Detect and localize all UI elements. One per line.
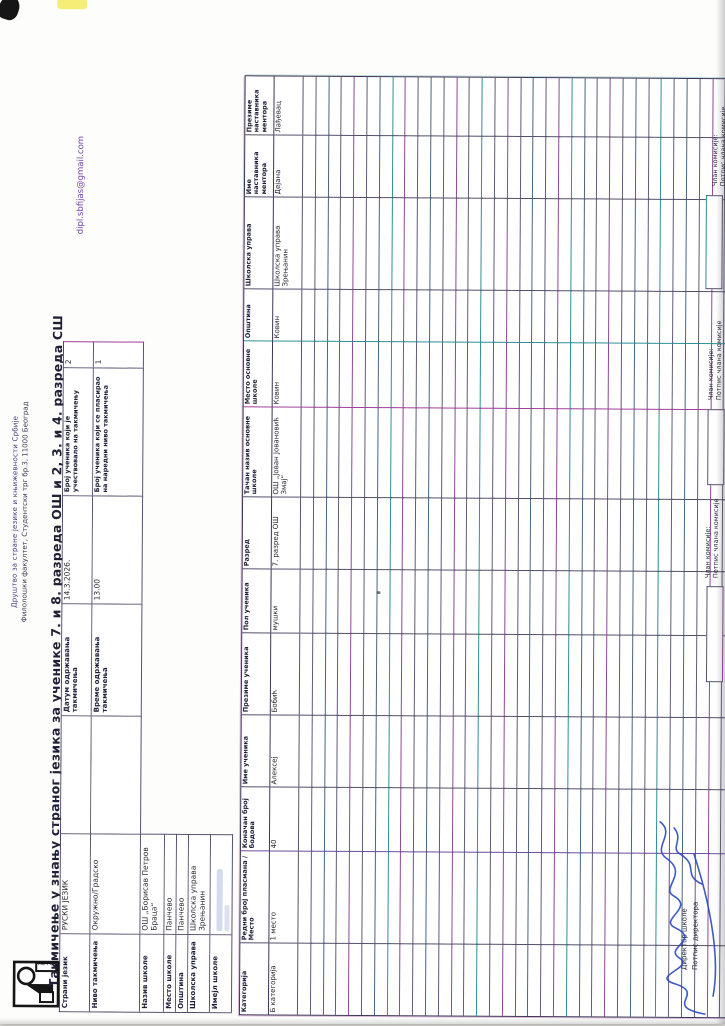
- result-cell: Школска управа Зрењанин: [273, 196, 302, 289]
- col-header: Име ученика: [241, 714, 270, 787]
- info-label: Број ученика који је учествовало на такм…: [63, 367, 94, 496]
- info-value: 1: [93, 341, 145, 368]
- result-cell: ОШ „Јован Јовановић Змај“: [272, 406, 301, 497]
- info-value: Школска управа Зрењанин: [188, 833, 212, 935]
- pen-ink-blob: [0, 0, 23, 23]
- col-header: Разред: [242, 496, 272, 569]
- result-cell: Алексеј: [270, 714, 299, 787]
- faded-email-smear: [224, 905, 230, 932]
- svg-text:АС РС: АС РС: [38, 961, 54, 967]
- highlighter-mark: [57, 0, 88, 10]
- col-header: Коначан број бодова: [240, 786, 270, 851]
- col-header: Презиме ученика: [241, 632, 271, 715]
- col-header: Пол ученика: [242, 568, 271, 633]
- info-label: Општина: [175, 933, 189, 1012]
- result-cell: мушки: [271, 568, 300, 633]
- info-value: Окружно/Градско: [90, 833, 142, 934]
- info-label: Ниво такмичења: [89, 933, 141, 1012]
- result-cell: Б категорија: [268, 942, 298, 1015]
- organization-name: Друштво за стране језике и књижевности С…: [10, 415, 20, 608]
- info-table: Страни језик РУСКИ ЈЕЗИК Датум одржавања…: [58, 341, 237, 1014]
- info-value: Панчево: [164, 833, 178, 934]
- result-cell: Ковин: [273, 288, 302, 341]
- info-empty-cell: [61, 715, 92, 834]
- result-cell: Лађевац: [274, 101, 283, 133]
- result-cell: Ковин: [272, 340, 302, 407]
- page-edge-shadow: [0, 1018, 725, 1024]
- col-header: Школска управа: [244, 196, 273, 289]
- info-value: ОШ „Борисав Петров Браца“: [140, 833, 166, 934]
- result-cell: 7. разред ОШ: [271, 496, 301, 569]
- info-label: Датум одржавања такмичења: [61, 603, 93, 716]
- result-cell: 1 место: [269, 850, 298, 943]
- info-value: 2: [63, 341, 95, 368]
- info-empty-cell: [91, 715, 142, 834]
- info-label: Страни језик: [59, 933, 91, 1012]
- result-cell: Бобић: [270, 632, 300, 715]
- handwritten-signature: [659, 821, 717, 1015]
- col-header: Име наставника ментора: [244, 134, 274, 197]
- page-edge-shadow: [716, 0, 725, 1024]
- col-header: Категорија: [239, 942, 269, 1015]
- info-label: Број ученика који се пласирао на наредни…: [93, 367, 144, 496]
- col-header: Тачан назив основне школе: [243, 406, 272, 497]
- info-value-email: [210, 834, 234, 935]
- faded-email-smear: [216, 869, 223, 932]
- info-value: Панчево: [176, 833, 190, 934]
- info-value: РУСКИ ЈЕЗИК: [60, 833, 92, 934]
- result-cell: 40: [269, 786, 299, 851]
- info-label: Место школе: [163, 933, 177, 1012]
- info-label: Време одржавања такмичења: [91, 603, 143, 716]
- result-cell: Дејана: [273, 134, 303, 197]
- col-header: Редни број пласмана / Место: [240, 850, 269, 943]
- col-header: Презиме наставника ментора: [245, 89, 269, 133]
- col-header: Општина: [244, 288, 273, 341]
- info-value: 14.3.2026.: [62, 495, 94, 604]
- info-value: 13.00: [92, 495, 144, 604]
- info-label: Назив школе: [139, 933, 165, 1012]
- stray-ink-dot: [376, 591, 381, 595]
- info-label: Школска управа: [187, 933, 211, 1013]
- col-header: Место основне школе: [243, 340, 273, 407]
- organization-address: Филолошки факултет, Студентски трг бр.3,…: [20, 401, 30, 623]
- society-logo-icon: АС РС: [12, 960, 60, 1008]
- sender-email: dipl.sbfijas@gmail.com: [75, 135, 87, 235]
- info-label: Имејл школе: [209, 934, 233, 1013]
